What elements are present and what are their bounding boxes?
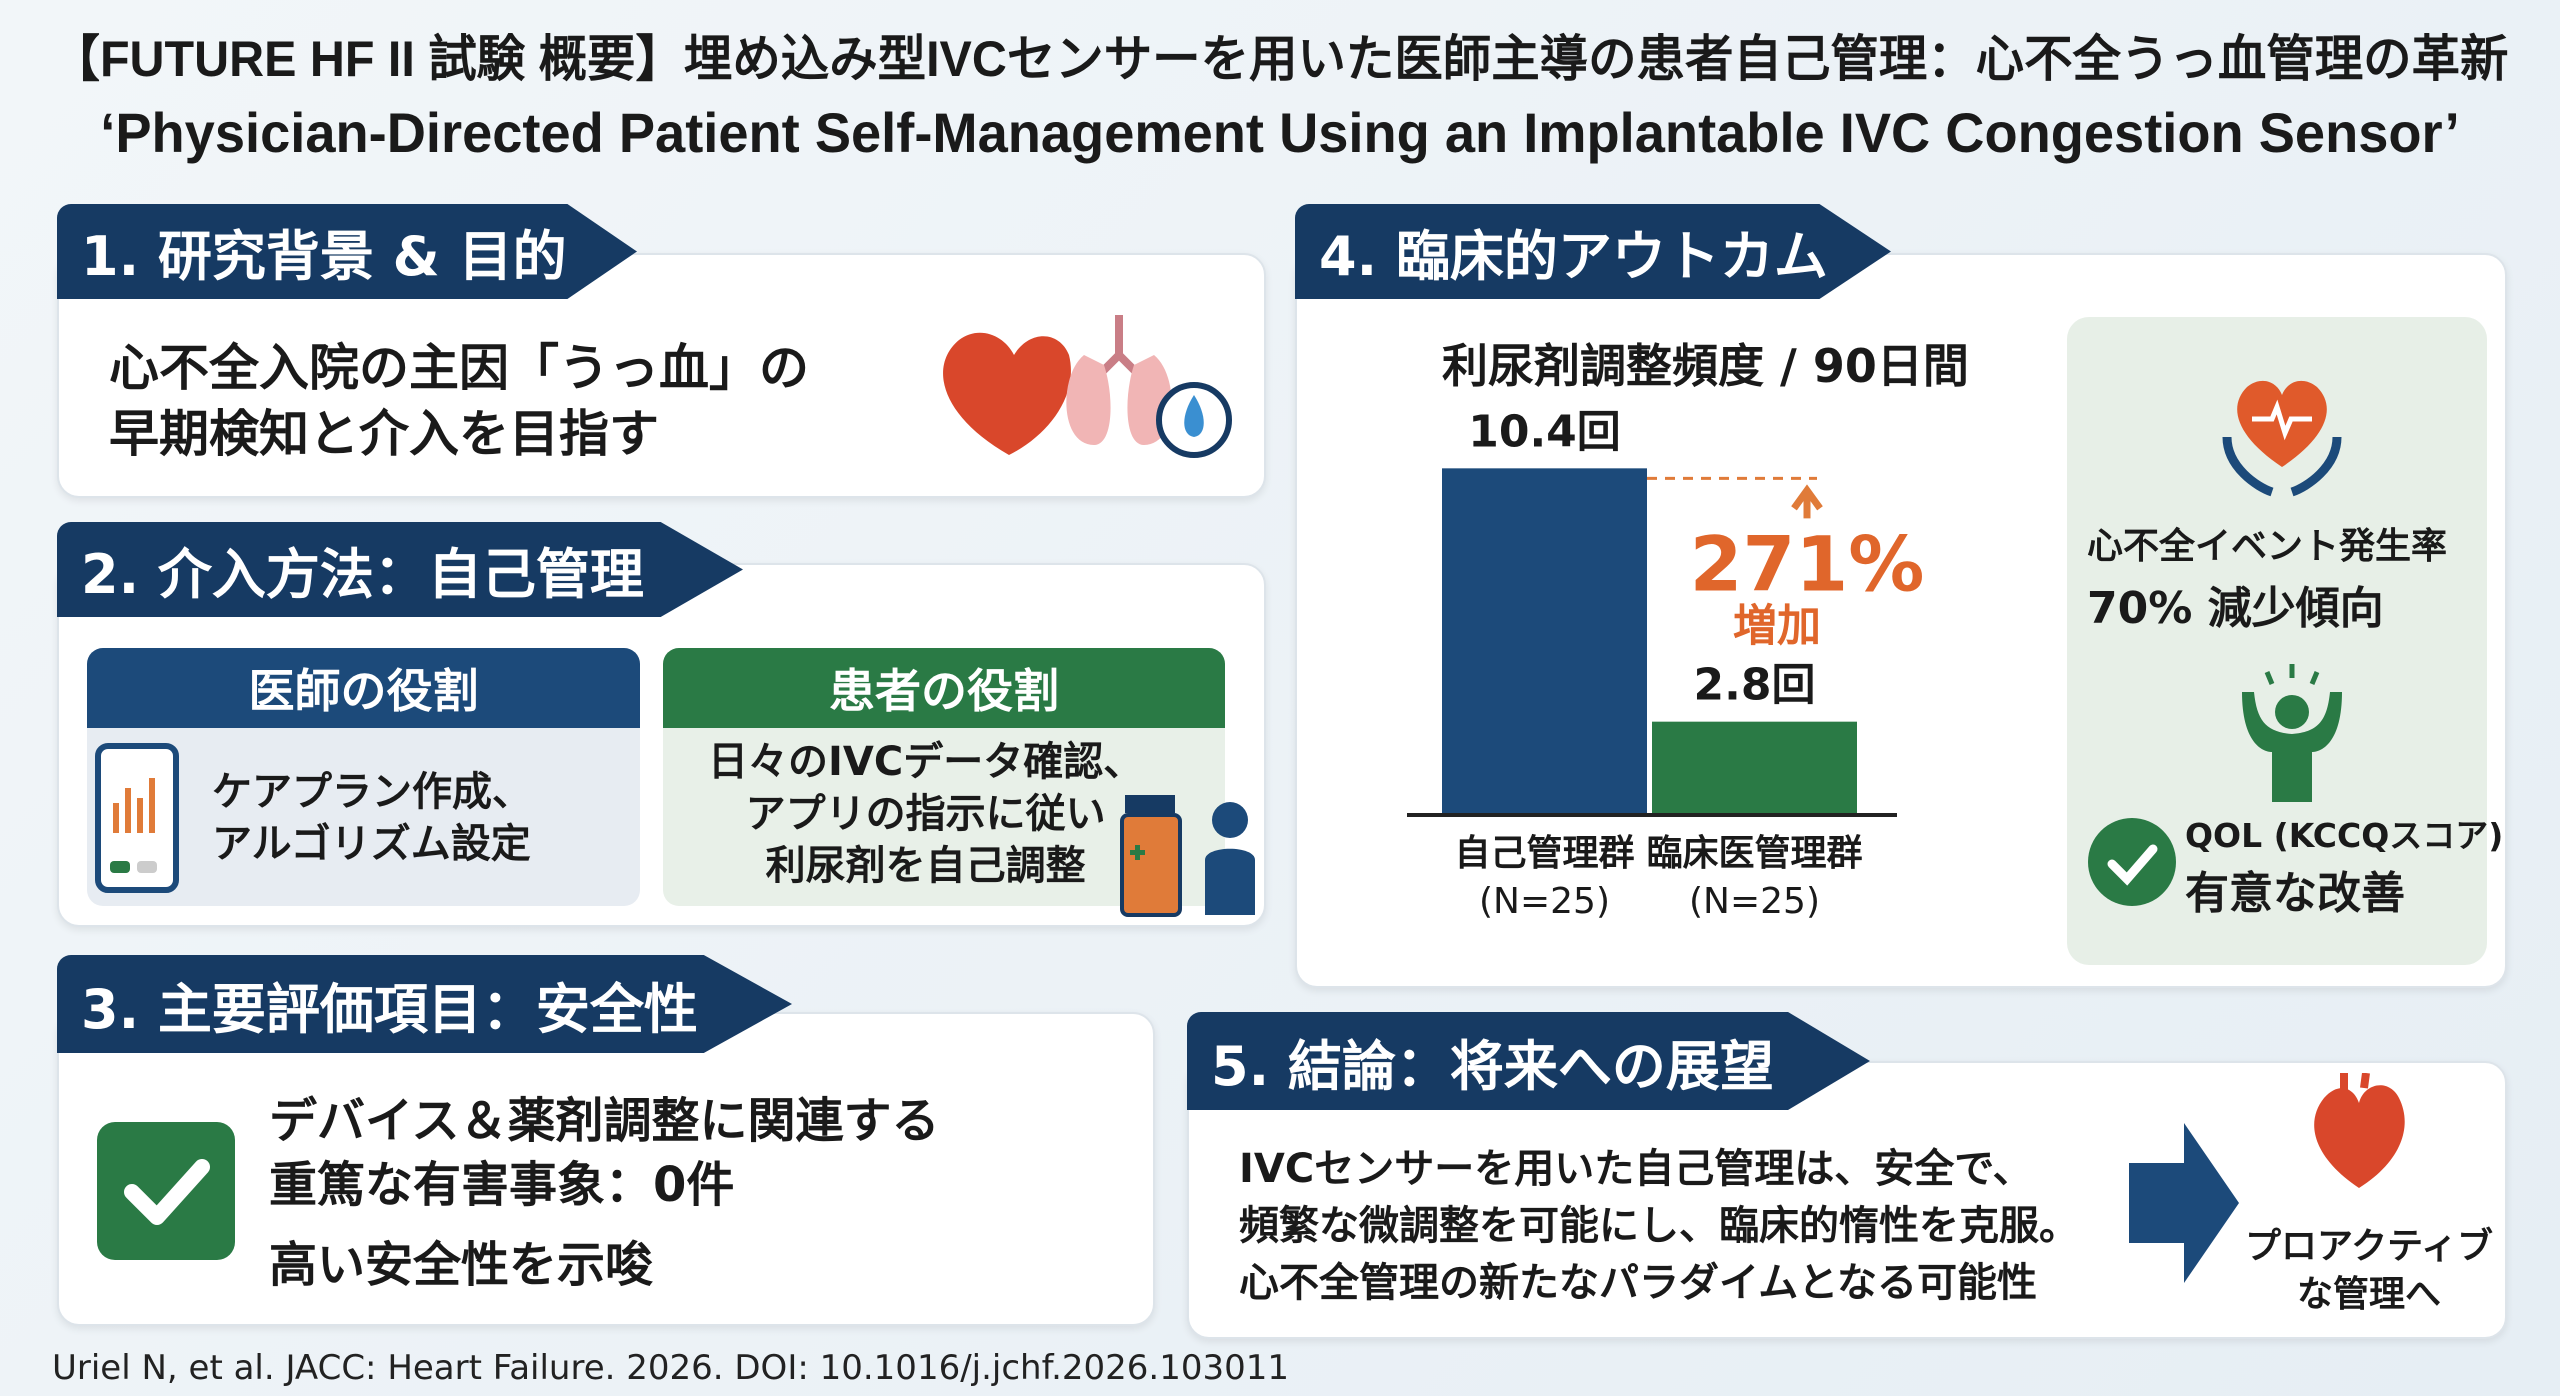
background-card: 心不全入院の主因「うっ血」の 早期検知と介入を目指す <box>57 253 1266 498</box>
patient-role-line2: アプリの指示に従い <box>745 791 1106 837</box>
increase-percent-label: 271% <box>1690 519 1925 608</box>
outcome-card: 利尿剤調整頻度 / 90日間 10.4回自己管理群 (N=25) 2.8回臨床医管理… <box>1295 253 2507 988</box>
doctor-role-line1: ケアプラン作成、 <box>212 769 532 815</box>
outcome-line1: プロアクティブ <box>2244 1226 2494 1267</box>
citation: Uriel N, et al. JACC: Heart Failure. 202… <box>52 1348 1290 1388</box>
safety-line1: デバイス＆薬剤調整に関連する <box>269 1093 940 1149</box>
category-label: 自己管理群 <box>1454 833 1634 874</box>
up-arrow-icon <box>1791 484 1823 519</box>
heart-lungs-icon <box>943 315 1232 458</box>
bar-0 <box>1442 468 1647 815</box>
cheering-person-icon <box>2242 664 2342 802</box>
increase-text-label: 増加 <box>1733 600 1821 651</box>
conclusion-line1: IVCセンサーを用いた自己管理は、安全で、 <box>1239 1146 2033 1192</box>
title-en: ‘Physician-Directed Patient Self-Managem… <box>100 101 2460 164</box>
checkmark-icon <box>97 1122 235 1260</box>
conclusion-line3: 心不全管理の新たなパラダイムとなる可能性 <box>1239 1260 2037 1306</box>
bar-value-label: 2.8回 <box>1694 660 1816 711</box>
medicine-bottle-patient-icon <box>1120 795 1255 917</box>
section-header-4: 4. 臨床的アウトカム <box>1295 204 1891 299</box>
section-header-5: 5. 結論：将来への展望 <box>1187 1012 1870 1110</box>
safety-line2: 重篤な有害事象：0件 <box>269 1157 735 1213</box>
title-jp: 【FUTURE HF II 試験 概要】埋め込み型IVCセンサーを用いた医師主導… <box>51 31 2509 87</box>
patient-role-line1: 日々のIVCデータ確認、 <box>708 739 1144 785</box>
heart-hands-icon <box>2222 380 2342 497</box>
section-header-2: 2. 介入方法：自己管理 <box>57 522 743 617</box>
background-line2: 早期検知と介入を目指す <box>109 405 659 463</box>
section-header-3: 3. 主要評価項目：安全性 <box>57 955 792 1053</box>
heart-icon <box>2314 1073 2405 1188</box>
arrow-right-icon <box>2129 1123 2239 1283</box>
safety-line3: 高い安全性を示唆 <box>269 1237 654 1293</box>
doctor-role-box: 医師の役割 ケアプラン作成、 アルゴリズム設定 <box>87 648 640 906</box>
smartphone-chart-icon <box>95 743 179 893</box>
patient-role-title: 患者の役割 <box>663 648 1225 728</box>
conclusion-line2: 頻繁な微調整を可能にし、臨床的惰性を克服。 <box>1239 1203 2079 1249</box>
doctor-role-line2: アルゴリズム設定 <box>212 821 531 867</box>
event-rate-label: 心不全イベント発生率 <box>2087 526 2448 567</box>
event-rate-value: 70% 減少傾向 <box>2087 583 2384 634</box>
background-line1: 心不全入院の主因「うっ血」の <box>109 339 809 397</box>
qol-value: 有意な改善 <box>2185 868 2405 919</box>
category-label: 臨床医管理群 <box>1646 833 1862 874</box>
bar-1 <box>1652 721 1857 815</box>
category-sublabel: (N=25) <box>1479 881 1610 922</box>
patient-role-box: 患者の役割 日々のIVCデータ確認、 アプリの指示に従い 利尿剤を自己調整 <box>663 648 1225 906</box>
category-sublabel: (N=25) <box>1689 881 1820 922</box>
check-circle-icon <box>2088 818 2176 906</box>
safety-card: デバイス＆薬剤調整に関連する 重篤な有害事象：0件 高い安全性を示唆 <box>57 1012 1155 1326</box>
qol-label: QOL (KCCQスコア) <box>2185 816 2504 855</box>
bar-value-label: 10.4回 <box>1468 406 1621 457</box>
patient-role-line3: 利尿剤を自己調整 <box>765 843 1086 889</box>
outcome-side-panel: 心不全イベント発生率 70% 減少傾向 QOL (KCCQスコア) 有意な改善 <box>2067 317 2503 965</box>
doctor-role-title: 医師の役割 <box>87 648 640 728</box>
section-header-1: 1. 研究背景 & 目的 <box>57 204 637 299</box>
chart-title: 利尿剤調整頻度 / 90日間 <box>1442 339 1969 393</box>
outcome-line2: な管理へ <box>2296 1274 2441 1315</box>
